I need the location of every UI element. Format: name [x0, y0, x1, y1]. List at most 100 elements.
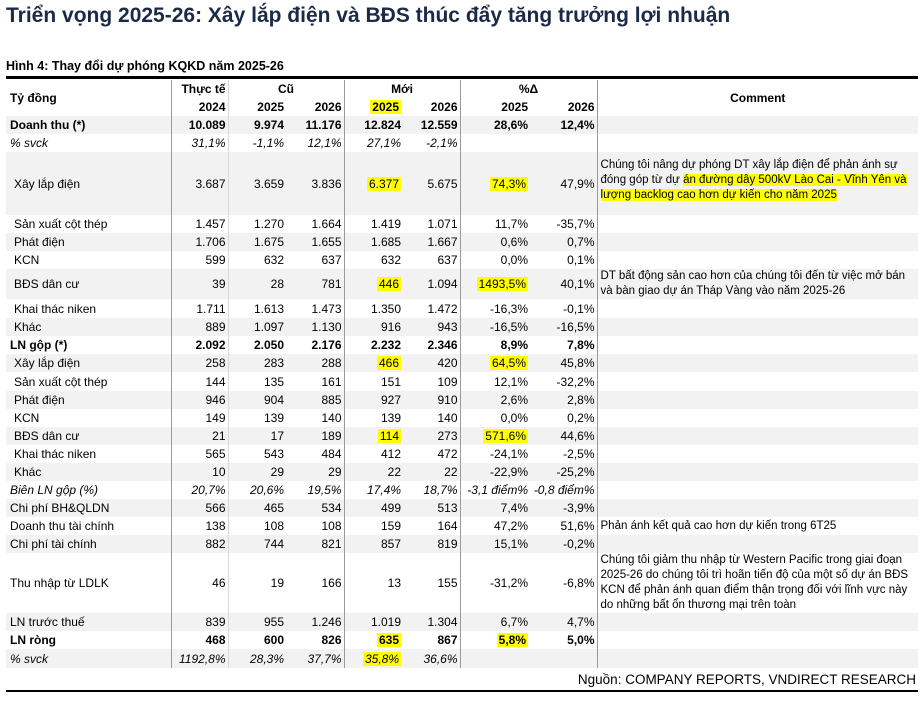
cell-value: 1.664 — [286, 215, 345, 233]
cell-value: 534 — [286, 499, 345, 517]
cell-value: 17,4% — [366, 483, 401, 497]
row-label: Khác — [6, 463, 172, 481]
cell-value: 5,8% — [460, 631, 530, 649]
cell-value: 28,6% — [460, 116, 530, 134]
cell-value: 151 — [380, 374, 401, 389]
table-row: Khác 10 29 29 22 22 -22,9% -25,2% — [6, 463, 919, 481]
cell-value: 21 — [171, 427, 229, 445]
cell-value: 5,0% — [530, 631, 598, 649]
table-row: Xây lắp điện 258 283 288 466 420 64,5% 45,8% — [6, 354, 919, 372]
header-pct-2026: 2026 — [530, 98, 598, 116]
row-comment — [597, 318, 919, 336]
row-comment — [597, 299, 918, 318]
cell-value: 1.457 — [171, 215, 229, 233]
forecast-table: Tỷ đồng Thực tế Cũ Mới %Δ Comment 2024 2… — [6, 80, 919, 668]
row-label: KCN — [6, 409, 172, 427]
row-comment — [597, 354, 919, 372]
cell-value: 135 — [263, 374, 284, 389]
cell-value: 15,1% — [460, 535, 530, 553]
cell-value: 5.675 — [403, 152, 461, 215]
cell-value: 1.094 — [403, 269, 461, 299]
cell-value: 108 — [263, 519, 284, 533]
header-new-2026: 2026 — [403, 98, 461, 116]
cell-value: 637 — [286, 251, 345, 269]
cell-value: 64,5% — [460, 354, 530, 372]
row-comment — [597, 409, 918, 427]
cell-value: 499 — [344, 499, 403, 517]
cell-value: 12,4% — [530, 116, 598, 134]
row-label: Phát điện — [6, 391, 172, 409]
divider — [6, 690, 918, 692]
header-unit: Tỷ đồng — [6, 80, 172, 116]
cell-value: 1.419 — [370, 217, 401, 231]
highlighted-value: 1493,5% — [476, 277, 528, 291]
row-label: Xây lắp điện — [6, 354, 172, 372]
cell-value: 28 — [228, 269, 286, 299]
row-label: Chi phí tài chính — [6, 535, 172, 553]
cell-value: 273 — [403, 427, 461, 445]
cell-value: 632 — [380, 253, 401, 267]
table-row: Khai thác niken 1.711 1.613 1.473 1.350 1.472… — [6, 299, 918, 318]
cell-value: 867 — [403, 631, 461, 649]
table-row: Phát điện 946 904 885 927 910 2,6% 2,8% — [6, 391, 919, 409]
table-row: LN ròng 468 600 826 635 867 5,8% 5,0% — [6, 631, 918, 649]
figure-caption: Hình 4: Thay đổi dự phóng KQKD năm 2025-… — [6, 59, 284, 73]
row-label: LN ròng — [6, 631, 172, 649]
cell-value: 6,7% — [460, 613, 530, 631]
header-new-2025-text: 2025 — [370, 100, 401, 114]
cell-value: 826 — [286, 631, 345, 649]
row-label: Doanh thu (*) — [6, 116, 172, 134]
cell-value: 47,2% — [493, 519, 528, 533]
cell-value: 0,1% — [530, 251, 598, 269]
cell-value: 166 — [286, 553, 345, 613]
cell-value: 149 — [171, 409, 229, 427]
cell-value: 2,8% — [530, 391, 598, 409]
page-title: Triển vọng 2025-26: Xây lắp điện và BĐS … — [6, 4, 731, 27]
header-old: Cũ — [228, 80, 345, 98]
row-label: % svck — [6, 649, 172, 668]
cell-value: 140 — [403, 409, 461, 427]
cell-value: 3.687 — [171, 152, 229, 215]
cell-value: 635 — [344, 631, 403, 649]
table-row: LN gộp (*) 2.092 2.050 2.176 2.232 2.346 8,9% 7… — [6, 336, 918, 354]
cell-value: 114 — [344, 427, 403, 445]
cell-value: 2.346 — [403, 336, 461, 354]
cell-value: 566 — [171, 499, 229, 517]
table-row: Doanh thu tài chính 138 108 108 159 164 47,2% 5… — [6, 517, 918, 535]
row-label: Khai thác niken — [6, 299, 172, 318]
row-label: BĐS dân cư — [6, 269, 172, 299]
table-row: Sản xuất cột thép 1.457 1.270 1.664 1.419 1.0… — [6, 215, 918, 233]
cell-value: 44,6% — [530, 427, 598, 445]
cell-value: 74,3% — [460, 152, 530, 215]
cell-value: 819 — [403, 535, 461, 553]
table-row: LN trước thuế 839 955 1.246 1.019 1.304 6,7% 4,… — [6, 613, 919, 631]
cell-value: 29 — [228, 463, 286, 481]
row-comment — [597, 481, 918, 499]
row-comment — [597, 613, 919, 631]
row-label: Doanh thu tài chính — [6, 517, 172, 535]
cell-value: 744 — [228, 535, 286, 553]
header-new: Mới — [344, 80, 461, 98]
cell-value: 19 — [270, 576, 284, 590]
cell-value: 946 — [171, 391, 229, 409]
cell-value: 857 — [344, 535, 403, 553]
cell-value: 1.472 — [403, 299, 461, 318]
cell-value: 18,7% — [403, 481, 461, 499]
cell-value: 4,7% — [530, 613, 598, 631]
row-label: Khai thác niken — [6, 445, 172, 463]
cell-value: 943 — [403, 318, 461, 336]
cell-value: 8,9% — [500, 338, 528, 352]
cell-value: 3.659 — [228, 152, 286, 215]
header-new-2025: 2025 — [344, 98, 403, 116]
table-row: Khác 889 1.097 1.130 916 943 -16,5% -16,5% — [6, 318, 919, 336]
cell-value: 781 — [286, 269, 345, 299]
row-comment — [597, 445, 918, 463]
cell-value: 955 — [228, 613, 286, 631]
cell-value: 12,1% — [286, 134, 345, 152]
highlighted-value: 466 — [376, 356, 401, 370]
cell-value: 12.824 — [344, 116, 403, 134]
row-comment — [597, 134, 918, 152]
cell-value: 17 — [228, 427, 286, 445]
cell-value: 0,0% — [500, 253, 528, 267]
cell-value: 2,6% — [460, 391, 530, 409]
